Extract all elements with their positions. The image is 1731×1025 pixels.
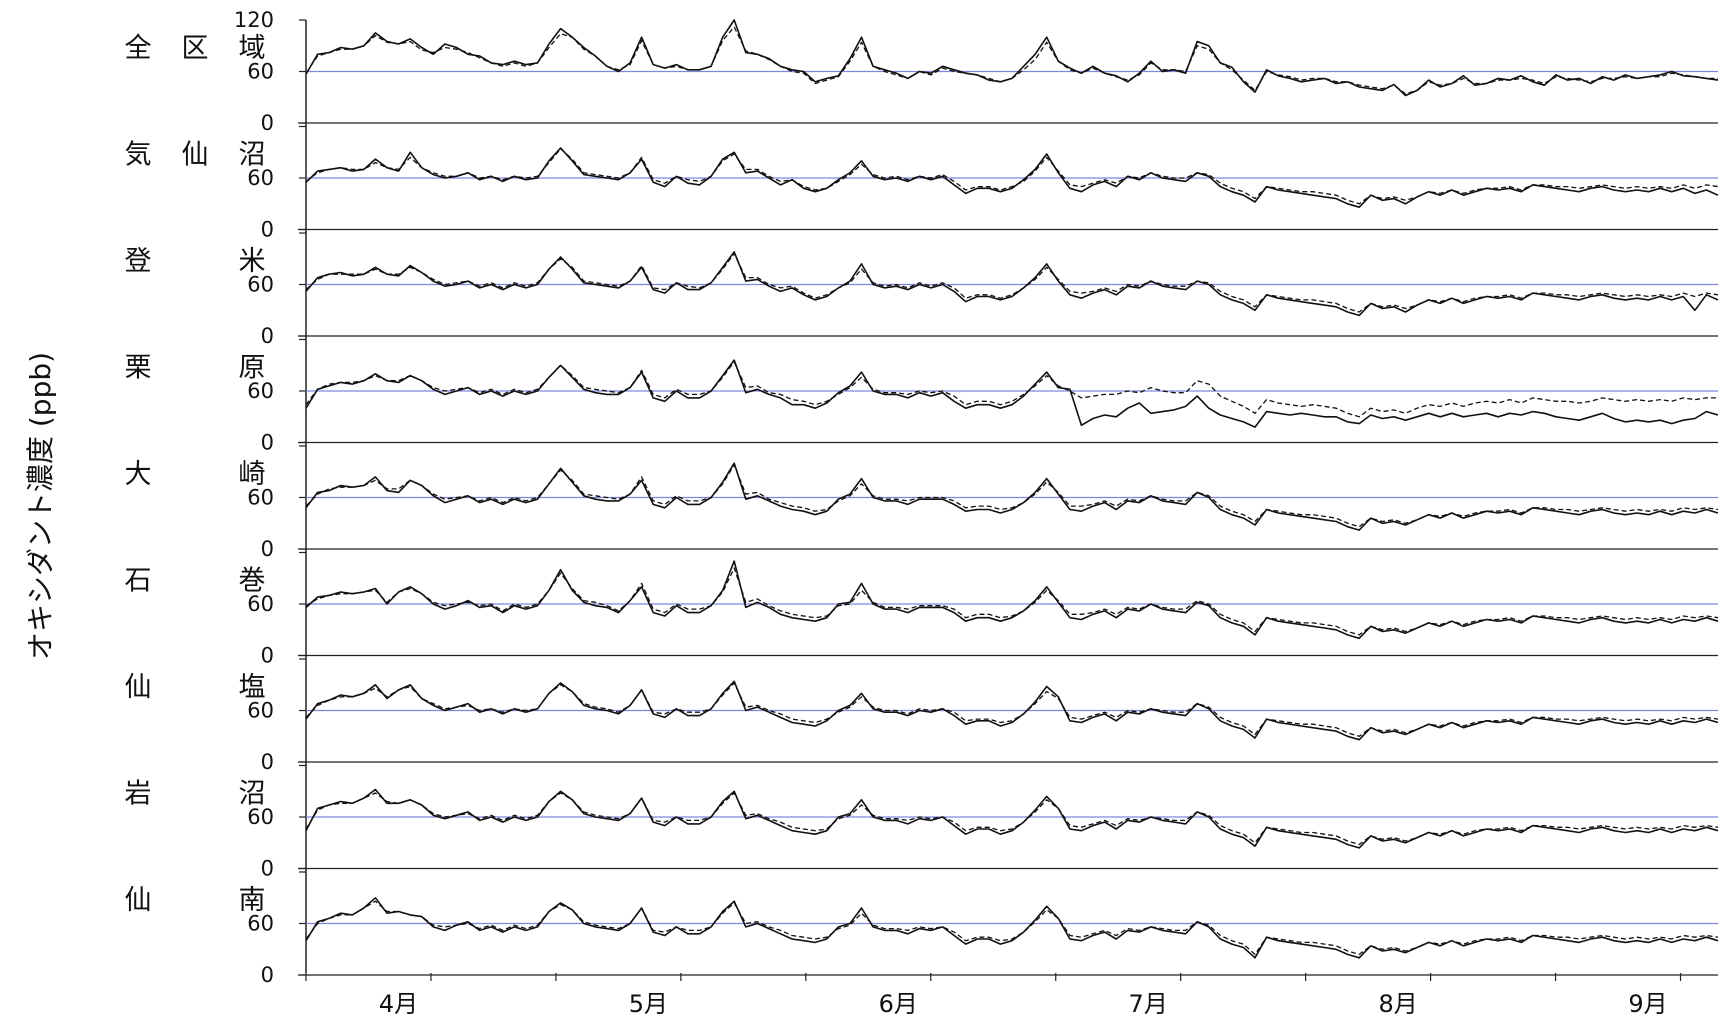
x-tick-label: 9月 <box>1628 990 1667 1018</box>
x-tick-label: 6月 <box>879 990 918 1018</box>
series-dashed-line <box>305 464 1719 528</box>
y-tick-label: 60 <box>247 699 274 723</box>
y-tick-label: 60 <box>247 166 274 190</box>
station-label-char: 塩 <box>239 672 266 703</box>
station-label-char: 大 <box>125 459 152 490</box>
series-solid-line <box>305 896 1719 959</box>
station-label-char: 域 <box>239 33 266 64</box>
station-label-char: 石 <box>125 566 152 597</box>
station-label-char: 原 <box>239 353 266 384</box>
series-solid-line <box>305 788 1719 849</box>
panel-4: 60 0 大 崎 <box>125 445 1719 561</box>
y-tick-label: 60 <box>247 486 274 510</box>
x-axis: 4月 5月 6月 7月 8月 9月 <box>305 973 1682 1018</box>
panel-8: 60 0 仙 南 <box>125 871 1719 987</box>
series-solid-line <box>305 462 1719 531</box>
panel-7: 60 0 岩 沼 <box>125 764 1719 881</box>
panel-5: 60 0 石 巻 <box>125 551 1719 668</box>
series-dashed-line <box>305 900 1719 956</box>
series-dashed-line <box>305 148 1719 205</box>
y-tick-label: 60 <box>247 592 274 616</box>
station-label-char: 区 <box>182 33 209 64</box>
y-tick-label: 0 <box>261 431 274 455</box>
y-tick-label: 0 <box>261 644 274 668</box>
x-tick-label: 5月 <box>629 990 668 1018</box>
y-axis-label: オキシダント濃度 (ppb) <box>24 352 57 660</box>
y-tick-label: 60 <box>247 60 274 84</box>
y-tick-label: 60 <box>247 912 274 936</box>
station-label-char: 米 <box>239 246 266 277</box>
x-tick-label: 7月 <box>1129 990 1168 1018</box>
panel-3: 60 0 栗 原 <box>125 338 1719 455</box>
y-tick-label: 0 <box>261 750 274 774</box>
x-tick-label: 4月 <box>379 990 418 1018</box>
station-label-char: 南 <box>239 885 266 916</box>
y-tick-label: 60 <box>247 379 274 403</box>
station-label-char: 沼 <box>239 779 266 810</box>
y-tick-label: 0 <box>261 857 274 881</box>
series-dashed-line <box>305 792 1719 846</box>
panel-1: 60 0 気仙沼 <box>125 125 1719 242</box>
panel-2: 60 0 登 米 <box>125 232 1719 348</box>
y-tick-label: 0 <box>261 324 274 348</box>
station-label-char: 栗 <box>125 353 152 384</box>
series-solid-line <box>305 359 1719 428</box>
station-label-char: 巻 <box>239 566 266 597</box>
y-tick-label: 0 <box>261 963 274 987</box>
station-label-char: 気 <box>125 140 152 171</box>
y-tick-label: 0 <box>261 111 274 135</box>
series-solid-line <box>305 19 1719 97</box>
y-tick-label: 60 <box>247 273 274 297</box>
y-tick-label: 0 <box>261 537 274 561</box>
y-tick-label: 120 <box>234 8 274 32</box>
panel-0: 120 60 0 全区域 <box>125 8 1719 135</box>
station-label-char: 仙 <box>182 140 209 171</box>
series-solid-line <box>305 560 1719 640</box>
station-label-char: 登 <box>125 246 152 277</box>
station-label-char: 仙 <box>125 672 152 703</box>
station-label-char: 崎 <box>239 459 266 490</box>
station-label-char: 仙 <box>125 885 152 916</box>
panel-6: 60 0 仙 塩 <box>125 658 1719 774</box>
series-dashed-line <box>305 361 1718 418</box>
y-tick-label: 60 <box>247 805 274 829</box>
station-label-char: 全 <box>125 33 152 64</box>
x-tick-label: 8月 <box>1378 990 1417 1018</box>
y-tick-label: 0 <box>261 218 274 242</box>
station-label-char: 沼 <box>239 140 266 171</box>
series-dashed-line <box>305 682 1719 737</box>
series-dashed-line <box>305 252 1719 313</box>
panels-group: 120600全区域600気仙沼600登 米600栗 原600大 崎600石 巻600仙塩… <box>125 8 1719 987</box>
station-label-char: 岩 <box>125 779 152 810</box>
series-dashed-line <box>305 567 1719 636</box>
series-dashed-line <box>305 26 1718 95</box>
